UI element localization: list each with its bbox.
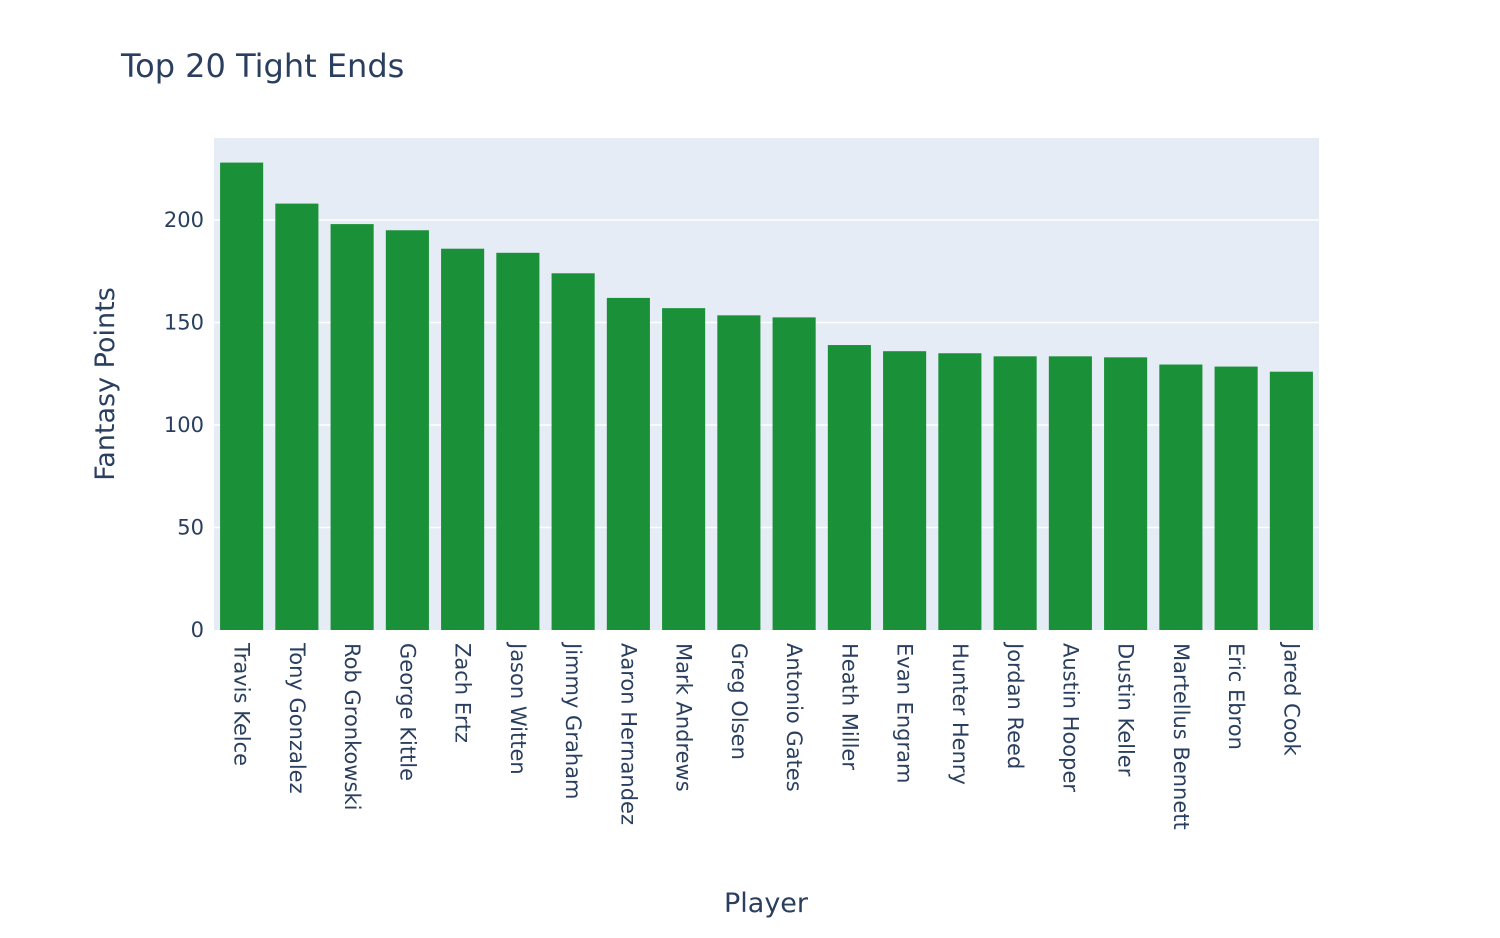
y-axis-ticks: 0 50 100 150 200 (164, 208, 204, 642)
bar (717, 315, 761, 630)
bar (1048, 356, 1092, 630)
x-tick-label: Greg Olsen (727, 643, 751, 760)
x-axis-ticks: Travis Kelce Tony Gonzalez Rob Gronkowski G… (230, 641, 1304, 830)
bar (1269, 371, 1313, 630)
x-tick-label: Austin Hooper (1058, 643, 1082, 792)
bar (883, 351, 927, 630)
bar (662, 308, 706, 630)
bar (1159, 364, 1203, 630)
y-tick-label: 200 (164, 208, 204, 232)
x-tick-label: Martellus Bennett (1169, 643, 1193, 830)
plot-area (214, 138, 1319, 630)
x-tick-label: Mark Andrews (672, 643, 696, 792)
x-tick-label: Jason Witten (506, 641, 530, 775)
y-tick-label: 100 (164, 413, 204, 437)
x-axis-title: Player (724, 888, 809, 919)
bar (330, 224, 374, 630)
bar (551, 273, 595, 630)
x-tick-label: George Kittle (395, 643, 419, 781)
x-tick-label: Heath Miller (837, 643, 861, 770)
bar (1104, 357, 1148, 630)
x-tick-label: Travis Kelce (230, 642, 254, 766)
x-tick-label: Jordan Reed (1003, 641, 1027, 769)
x-tick-label: Rob Gronkowski (340, 643, 364, 810)
y-tick-label: 50 (177, 516, 204, 540)
bar (275, 203, 319, 630)
x-tick-label: Evan Engram (893, 643, 917, 783)
y-tick-label: 150 (164, 311, 204, 335)
x-tick-label: Eric Ebron (1224, 643, 1248, 750)
bar (220, 162, 264, 630)
chart-title: Top 20 Tight Ends (120, 47, 404, 85)
bar (1214, 366, 1258, 630)
x-tick-label: Antonio Gates (782, 643, 806, 792)
y-axis-title: Fantasy Points (90, 287, 121, 481)
bar (993, 356, 1037, 630)
x-tick-label: Jimmy Graham (561, 641, 585, 799)
bar (938, 353, 982, 630)
bar (441, 248, 485, 630)
x-tick-label: Tony Gonzalez (285, 642, 309, 794)
x-tick-label: Jared Cook (1279, 641, 1303, 757)
y-tick-label: 0 (191, 618, 204, 642)
x-tick-label: Hunter Henry (948, 643, 972, 785)
x-tick-label: Aaron Hernandez (616, 643, 640, 825)
bars (220, 162, 1313, 631)
bar (385, 230, 429, 630)
bar (772, 317, 816, 630)
x-tick-label: Dustin Keller (1114, 643, 1138, 777)
bar (827, 345, 871, 630)
x-tick-label: Zach Ertz (451, 643, 475, 743)
bar (496, 252, 540, 631)
bar (606, 297, 650, 630)
